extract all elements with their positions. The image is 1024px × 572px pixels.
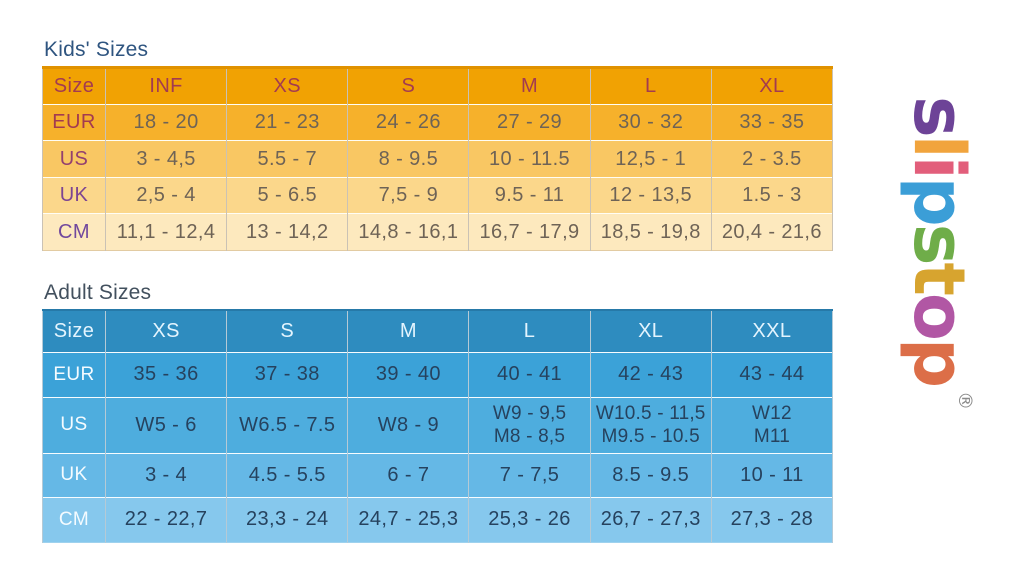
table-cell: 6 - 7 <box>347 453 469 497</box>
logo-letter: p <box>898 338 980 386</box>
logo-letter: o <box>898 292 980 339</box>
table-cell: 9.5 - 11 <box>468 177 591 214</box>
logo-letter: l <box>898 134 980 156</box>
table-cell: 30 - 32 <box>589 104 712 141</box>
table-cell: 27 - 29 <box>468 104 591 141</box>
adult-header-row: Size XS S M L XL XXL <box>42 310 834 352</box>
table-cell: 39 - 40 <box>347 352 469 397</box>
table-cell: 5.5 - 7 <box>226 140 348 178</box>
table-cell: W5 - 6 <box>104 397 227 453</box>
kids-col-header-size: Size <box>42 67 106 105</box>
adult-col-header-m: M <box>347 310 469 352</box>
adult-section-title: Adult Sizes <box>44 281 152 304</box>
table-cell: 42 - 43 <box>589 352 712 397</box>
table-cell: 12,5 - 1 <box>589 140 712 178</box>
table-cell: 27,3 - 28 <box>710 497 834 542</box>
logo-letter: i <box>898 155 980 177</box>
adult-col-header-s: S <box>226 310 348 352</box>
row-label: EUR <box>42 104 106 141</box>
kids-row-cm: CM 11,1 - 12,4 13 - 14,2 14,8 - 16,1 16,… <box>42 213 834 251</box>
logo-letter: t <box>898 262 980 293</box>
kids-row-uk: UK 2,5 - 4 5 - 6.5 7,5 - 9 9.5 - 11 12 -… <box>42 177 834 214</box>
adult-col-header-xs: XS <box>104 310 227 352</box>
table-cell: W8 - 9 <box>347 397 469 453</box>
kids-col-header-xl: XL <box>710 67 834 105</box>
table-cell: 18 - 20 <box>104 104 227 141</box>
adult-row-eur: EUR 35 - 36 37 - 38 39 - 40 40 - 41 42 -… <box>42 352 834 397</box>
table-cell: W10.5 - 11,5 M9.5 - 10.5 <box>589 397 712 453</box>
table-cell: 20,4 - 21,6 <box>710 213 834 251</box>
adult-col-header-size: Size <box>42 310 106 352</box>
table-cell: 4.5 - 5.5 <box>226 453 348 497</box>
logo-letter: s <box>898 223 980 263</box>
table-cell: 22 - 22,7 <box>104 497 227 542</box>
adult-sizes-section: Adult Sizes Size XS S M L XL XXL EUR 35 … <box>42 281 834 543</box>
row-label: CM <box>42 497 106 542</box>
row-label: UK <box>42 177 106 214</box>
table-cell: 37 - 38 <box>226 352 348 397</box>
table-cell: 1.5 - 3 <box>710 177 834 214</box>
table-cell: 2,5 - 4 <box>104 177 227 214</box>
adult-col-header-xxl: XXL <box>710 310 834 352</box>
adult-col-header-xl: XL <box>589 310 712 352</box>
table-cell: 23,3 - 24 <box>226 497 348 542</box>
kids-row-eur: EUR 18 - 20 21 - 23 24 - 26 27 - 29 30 -… <box>42 104 834 141</box>
table-cell: W9 - 9,5 M8 - 8,5 <box>468 397 591 453</box>
table-cell: 5 - 6.5 <box>226 177 348 214</box>
table-cell: 8.5 - 9.5 <box>589 453 712 497</box>
kids-col-header-s: S <box>347 67 469 105</box>
table-cell: 21 - 23 <box>226 104 348 141</box>
slipstop-logo-wordmark: slipstop® <box>890 96 1014 410</box>
row-label: UK <box>42 453 106 497</box>
table-cell: 7 - 7,5 <box>468 453 591 497</box>
table-cell: 12 - 13,5 <box>589 177 712 214</box>
table-cell: 11,1 - 12,4 <box>104 213 227 251</box>
table-cell: 13 - 14,2 <box>226 213 348 251</box>
table-cell: 18,5 - 19,8 <box>589 213 712 251</box>
kids-section-title: Kids' Sizes <box>44 38 149 61</box>
table-cell: 8 - 9.5 <box>347 140 469 178</box>
table-cell: 3 - 4 <box>104 453 227 497</box>
row-label: US <box>42 397 106 453</box>
adult-size-table: Size XS S M L XL XXL EUR 35 - 36 37 - 38… <box>42 309 834 543</box>
adult-row-us: US W5 - 6 W6.5 - 7.5 W8 - 9 W9 - 9,5 M8 … <box>42 397 834 453</box>
kids-sizes-section: Kids' Sizes Size INF XS S M L XL EUR 18 … <box>42 38 834 251</box>
table-cell: 24 - 26 <box>347 104 469 141</box>
kids-col-header-xs: XS <box>226 67 348 105</box>
table-cell: 40 - 41 <box>468 352 591 397</box>
adult-col-header-l: L <box>468 310 591 352</box>
table-cell: 24,7 - 25,3 <box>347 497 469 542</box>
table-cell: 10 - 11 <box>710 453 834 497</box>
adult-row-uk: UK 3 - 4 4.5 - 5.5 6 - 7 7 - 7,5 8.5 - 9… <box>42 453 834 497</box>
table-cell: 25,3 - 26 <box>468 497 591 542</box>
row-label: EUR <box>42 352 106 397</box>
table-cell: 26,7 - 27,3 <box>589 497 712 542</box>
table-cell: 16,7 - 17,9 <box>468 213 591 251</box>
table-cell: 3 - 4,5 <box>104 140 227 178</box>
table-cell: 10 - 11.5 <box>468 140 591 178</box>
kids-col-header-m: M <box>468 67 591 105</box>
table-cell: 14,8 - 16,1 <box>347 213 469 251</box>
slipstop-logo: slipstop® <box>898 96 1016 496</box>
kids-col-header-inf: INF <box>104 67 227 105</box>
table-cell: 43 - 44 <box>710 352 834 397</box>
table-cell: 33 - 35 <box>710 104 834 141</box>
table-cell: 7,5 - 9 <box>347 177 469 214</box>
table-cell: 35 - 36 <box>104 352 227 397</box>
logo-letter: p <box>898 176 980 224</box>
kids-size-table: Size INF XS S M L XL EUR 18 - 20 21 - 23… <box>42 66 834 251</box>
kids-header-row: Size INF XS S M L XL <box>42 67 834 105</box>
adult-row-cm: CM 22 - 22,7 23,3 - 24 24,7 - 25,3 25,3 … <box>42 497 834 542</box>
row-label: CM <box>42 213 106 251</box>
kids-row-us: US 3 - 4,5 5.5 - 7 8 - 9.5 10 - 11.5 12,… <box>42 140 834 178</box>
row-label: US <box>42 140 106 178</box>
table-cell: W6.5 - 7.5 <box>226 397 348 453</box>
table-cell: W12 M11 <box>710 397 834 453</box>
table-cell: 2 - 3.5 <box>710 140 834 178</box>
logo-letter: s <box>898 96 980 135</box>
registered-trademark-icon: ® <box>954 391 976 411</box>
kids-col-header-l: L <box>589 67 712 105</box>
